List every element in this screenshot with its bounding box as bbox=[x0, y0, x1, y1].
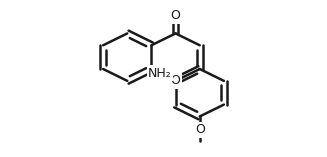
Text: O: O bbox=[171, 9, 181, 22]
Text: O: O bbox=[171, 74, 181, 87]
Text: NH₂: NH₂ bbox=[148, 67, 172, 80]
Text: O: O bbox=[195, 123, 205, 136]
